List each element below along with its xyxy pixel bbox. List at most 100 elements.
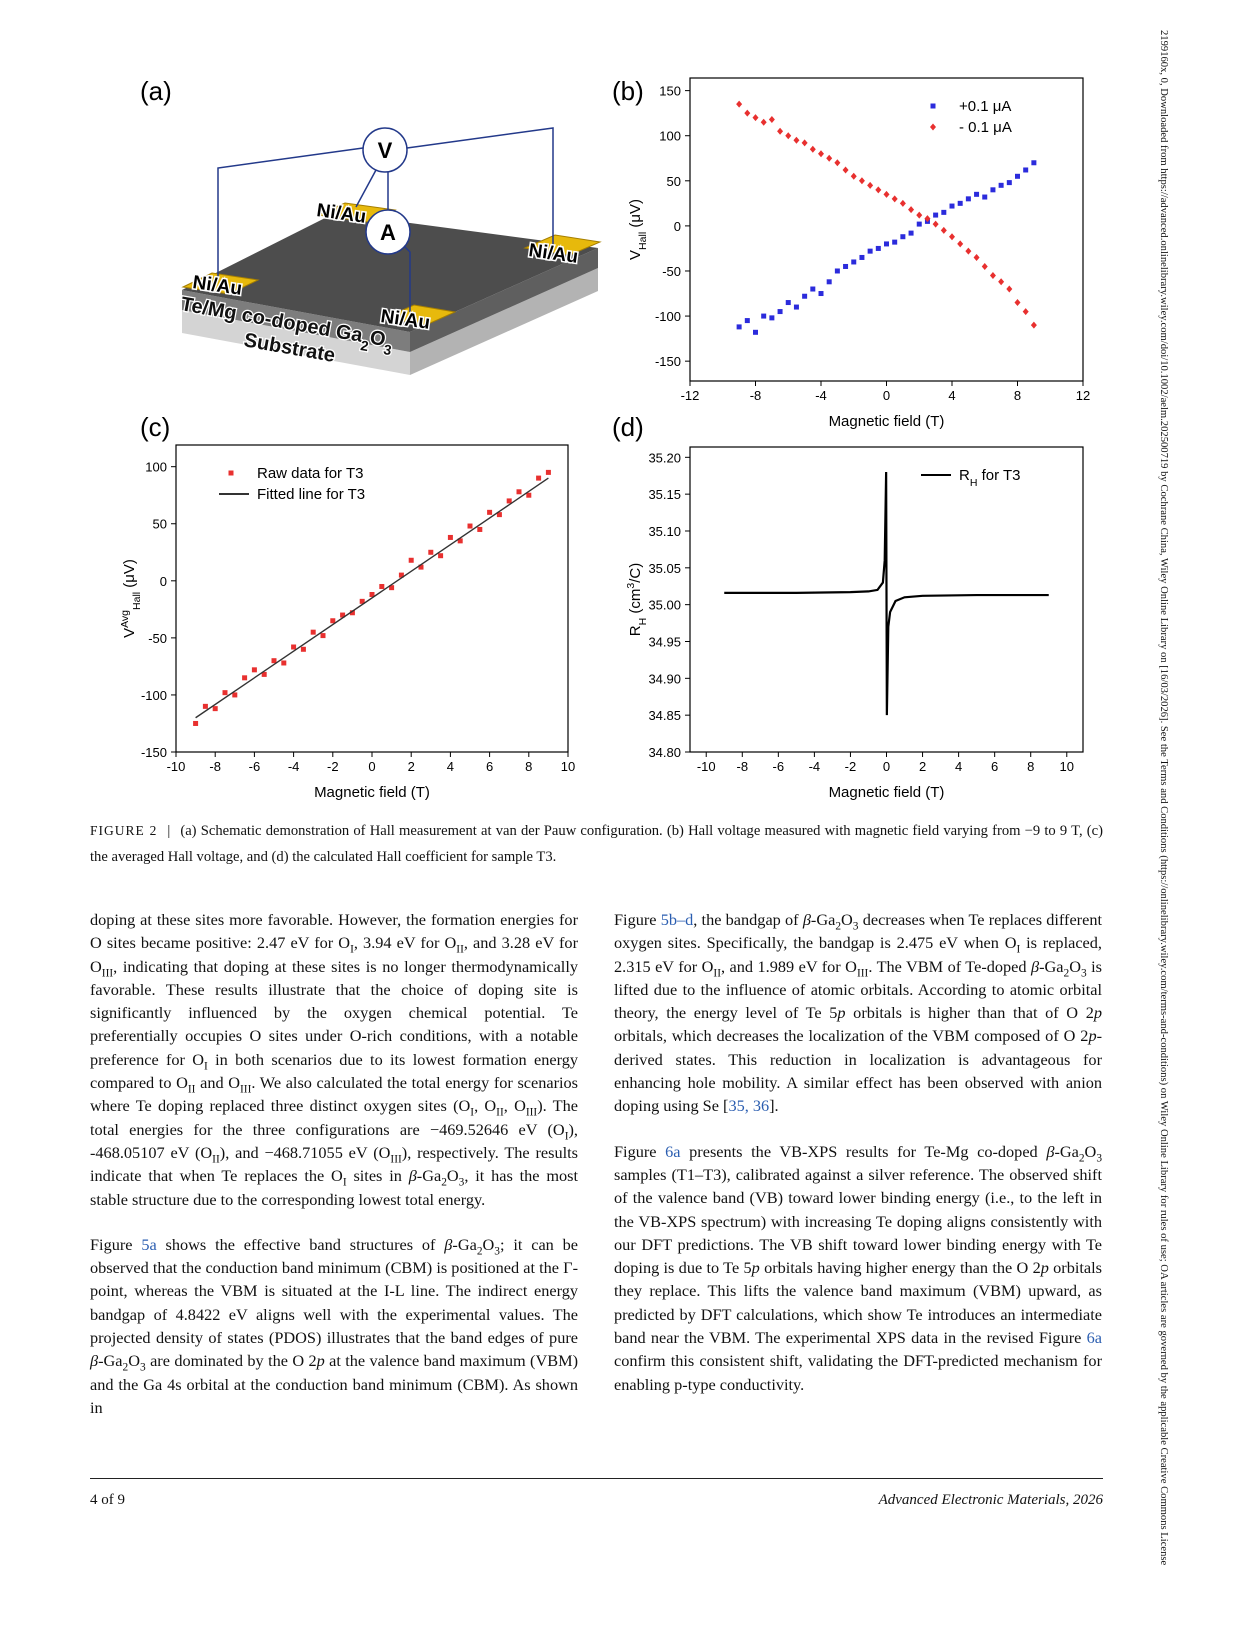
data-point (965, 247, 972, 255)
data-point (769, 315, 775, 321)
figure: (a) (b) (c) (d) V A Ni/Au Ni/Au Ni/Au Ni… (119, 76, 1090, 801)
data-point (810, 286, 816, 292)
x-axis-label: Magnetic field (T) (314, 784, 430, 801)
text-run: O (368, 327, 387, 351)
data-point (982, 194, 988, 200)
text-run: is replaced, 2.315 eV for O (614, 933, 1102, 976)
journal-name: Advanced Electronic Materials, 2026 (878, 1492, 1103, 1508)
sub-run: 2 (1078, 1151, 1085, 1164)
data-point (467, 523, 473, 529)
data-point (1015, 173, 1020, 179)
link-run[interactable]: 6a (1086, 1328, 1102, 1348)
text-run: Figure (90, 1234, 142, 1254)
data-point (202, 703, 208, 709)
sub-run: I (350, 943, 354, 956)
data-point (398, 572, 404, 578)
i-run: β (408, 1166, 417, 1186)
legend-label: RH for T3 (959, 467, 1021, 489)
data-point (271, 658, 277, 664)
data-point (736, 100, 743, 108)
text-run: , indicating that doping at these sites … (90, 956, 578, 1069)
x-tick-label: 6 (486, 759, 493, 774)
data-point (932, 220, 939, 228)
page-number: 4 of 9 (90, 1492, 125, 1508)
data-point (875, 186, 882, 194)
x-tick-label: -10 (697, 759, 716, 774)
y-tick-label: -150 (655, 354, 681, 369)
data-point (193, 720, 199, 726)
x-tick-label: -2 (327, 759, 339, 774)
legend-label: Fitted line for T3 (257, 486, 365, 503)
data-point (232, 692, 238, 698)
sub-run: I (470, 1106, 475, 1119)
text-run: O (482, 1234, 495, 1254)
caption-label: FIGURE 2 (90, 823, 158, 838)
schematic: V A Ni/Au Ni/Au Ni/Au Ni/Au Te/Mg co-dop… (178, 127, 602, 375)
text-run: V (121, 628, 138, 638)
x-tick-label: -2 (845, 759, 857, 774)
data-point (1006, 285, 1013, 293)
data-point (516, 489, 522, 495)
sub-run: III (856, 966, 869, 979)
data-point (949, 233, 955, 241)
text-run: , O (474, 1096, 497, 1116)
paragraph: Figure 5b–d, the bandgap of β-Ga2O3 decr… (614, 908, 1102, 1118)
text-run: O (446, 1166, 459, 1186)
y-tick-label: 34.95 (648, 634, 681, 649)
sub-run: II (187, 1083, 196, 1096)
i-run: p (837, 1003, 846, 1023)
legend-label: +0.1 μA (959, 98, 1011, 115)
text-run: O (1084, 1141, 1097, 1161)
x-tick-label: -10 (167, 759, 186, 774)
data-point (744, 109, 751, 117)
data-point (793, 136, 800, 144)
data-point (809, 145, 816, 153)
data-point (858, 177, 865, 185)
link-run[interactable]: 5a (141, 1234, 157, 1254)
data-point (834, 268, 840, 274)
link-run[interactable]: 5b–d (660, 910, 694, 929)
paragraph: Figure 6a presents the VB-XPS results fo… (614, 1140, 1102, 1396)
link-run[interactable]: 35, 36 (728, 1096, 770, 1116)
data-point (974, 191, 980, 197)
x-tick-label: 8 (525, 759, 532, 774)
y-tick-label: -100 (141, 688, 167, 703)
text-run: -Ga (810, 910, 836, 929)
data-point (1006, 180, 1012, 186)
sub-run: 3 (1096, 1151, 1103, 1164)
y-tick-label: 100 (659, 129, 681, 144)
data-point (340, 612, 346, 618)
sub-run: 2 (441, 1176, 447, 1189)
paragraph: doping at these sites more favorable. Ho… (90, 908, 578, 1211)
i-run: β (90, 1351, 99, 1371)
i-run: p (1093, 1003, 1102, 1023)
y-tick-label: 35.05 (648, 561, 681, 576)
data-point (418, 564, 424, 570)
x-tick-label: 0 (883, 388, 890, 403)
data-point (859, 254, 865, 260)
legend-swatch (930, 123, 936, 131)
sub-run: II (496, 1106, 504, 1119)
i-run: β (444, 1234, 453, 1254)
y-tick-label: 0 (674, 219, 681, 234)
text-run: ]. (769, 1096, 779, 1116)
x-tick-label: 2 (408, 759, 415, 774)
sup-run: Avg (119, 610, 131, 628)
text-run: V (627, 250, 644, 260)
link-run[interactable]: 6a (665, 1141, 681, 1161)
data-point (998, 182, 1004, 188)
sub-run: 3 (494, 1245, 500, 1258)
sub-run: 2 (1063, 966, 1070, 979)
data-point (379, 584, 385, 590)
text-run: decreases when Te replaces different oxy… (614, 910, 1102, 953)
data-point (736, 324, 742, 330)
data-point (222, 690, 228, 696)
data-point (850, 172, 857, 180)
x-tick-label: -4 (809, 759, 821, 774)
text-run: O (841, 910, 853, 929)
text-run: for T3 (977, 467, 1020, 484)
text-run: ). The total energies for the three conf… (90, 1096, 578, 1139)
data-point (818, 150, 824, 158)
text-run: presents the VB-XPS results for Te-Mg co… (680, 1141, 1047, 1161)
text-run: ), respectively. The results indicate th… (90, 1142, 578, 1186)
